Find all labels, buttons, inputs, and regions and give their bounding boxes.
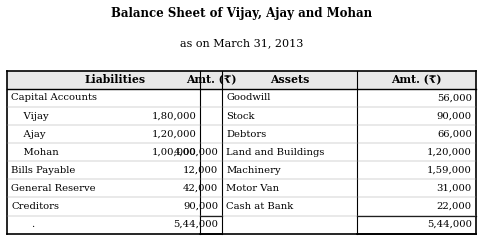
Text: 90,000: 90,000 <box>437 112 472 121</box>
Text: 31,000: 31,000 <box>437 184 472 193</box>
Text: Bills Payable: Bills Payable <box>11 166 75 175</box>
Text: 1,59,000: 1,59,000 <box>427 166 472 175</box>
Text: Ajay: Ajay <box>11 130 45 139</box>
Text: 1,20,000: 1,20,000 <box>427 148 472 157</box>
Text: 22,000: 22,000 <box>437 202 472 211</box>
Text: Vijay: Vijay <box>11 112 49 121</box>
Text: Assets: Assets <box>270 74 310 85</box>
Text: 5,44,000: 5,44,000 <box>427 220 472 229</box>
Text: Goodwill: Goodwill <box>226 93 270 102</box>
Text: 66,000: 66,000 <box>437 130 472 139</box>
Bar <box>7 71 476 89</box>
Text: 90,000: 90,000 <box>183 202 218 211</box>
Text: Creditors: Creditors <box>11 202 59 211</box>
Text: General Reserve: General Reserve <box>11 184 96 193</box>
Text: Debtors: Debtors <box>226 130 266 139</box>
Text: Liabilities: Liabilities <box>84 74 145 85</box>
Text: 1,00,000: 1,00,000 <box>152 148 197 157</box>
Text: 4,00,000: 4,00,000 <box>173 148 218 157</box>
Text: Amt. (₹): Amt. (₹) <box>186 74 237 85</box>
Text: Motor Van: Motor Van <box>226 184 279 193</box>
Text: Mohan: Mohan <box>11 148 59 157</box>
Text: Capital Accounts: Capital Accounts <box>11 93 97 102</box>
Text: Machinery: Machinery <box>226 166 281 175</box>
Text: .: . <box>31 220 34 229</box>
Text: 1,20,000: 1,20,000 <box>152 130 197 139</box>
Text: Balance Sheet of Vijay, Ajay and Mohan: Balance Sheet of Vijay, Ajay and Mohan <box>111 7 372 20</box>
Text: Cash at Bank: Cash at Bank <box>226 202 293 211</box>
Text: Amt. (₹): Amt. (₹) <box>391 74 442 85</box>
Text: 42,000: 42,000 <box>183 184 218 193</box>
Text: 5,44,000: 5,44,000 <box>173 220 218 229</box>
Text: 56,000: 56,000 <box>437 93 472 102</box>
Text: 1,80,000: 1,80,000 <box>152 112 197 121</box>
Text: 12,000: 12,000 <box>183 166 218 175</box>
Text: as on March 31, 2013: as on March 31, 2013 <box>180 38 303 48</box>
Text: Land and Buildings: Land and Buildings <box>226 148 325 157</box>
Text: Stock: Stock <box>226 112 255 121</box>
